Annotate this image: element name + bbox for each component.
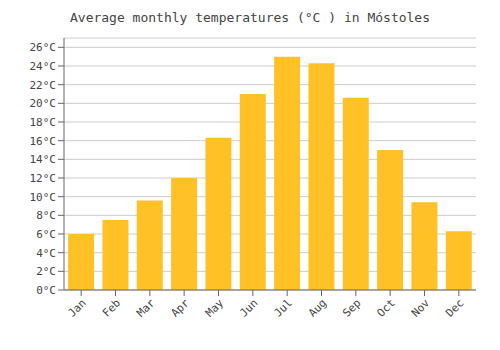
svg-text:26°C: 26°C (30, 41, 57, 54)
svg-text:14°C: 14°C (30, 153, 57, 166)
svg-text:10°C: 10°C (30, 191, 57, 204)
svg-text:4°C: 4°C (36, 247, 56, 260)
svg-text:Mar: Mar (134, 296, 158, 320)
svg-text:Jan: Jan (66, 296, 89, 319)
svg-text:6°C: 6°C (36, 228, 56, 241)
svg-text:12°C: 12°C (30, 172, 57, 185)
svg-text:2°C: 2°C (36, 265, 56, 278)
svg-text:18°C: 18°C (30, 116, 57, 129)
svg-text:16°C: 16°C (30, 135, 57, 148)
svg-text:May: May (203, 296, 227, 320)
svg-text:0°C: 0°C (36, 284, 56, 297)
svg-text:24°C: 24°C (30, 60, 57, 73)
svg-text:Aug: Aug (306, 296, 329, 319)
svg-text:20°C: 20°C (30, 97, 57, 110)
svg-text:Dec: Dec (443, 296, 466, 319)
svg-text:22°C: 22°C (30, 79, 57, 92)
svg-text:Nov: Nov (409, 296, 433, 320)
svg-text:Oct: Oct (375, 296, 398, 319)
html-text:Average monthly temperatures (: Average monthly temperatures (°C ) in Mó… (70, 10, 430, 25)
svg-text:Apr: Apr (169, 296, 193, 320)
svg-text:Jul: Jul (272, 296, 295, 319)
svg-text:Feb: Feb (100, 296, 123, 319)
svg-text:8°C: 8°C (36, 209, 56, 222)
svg-text:Jun: Jun (237, 296, 260, 319)
svg-text:Sep: Sep (340, 296, 363, 319)
